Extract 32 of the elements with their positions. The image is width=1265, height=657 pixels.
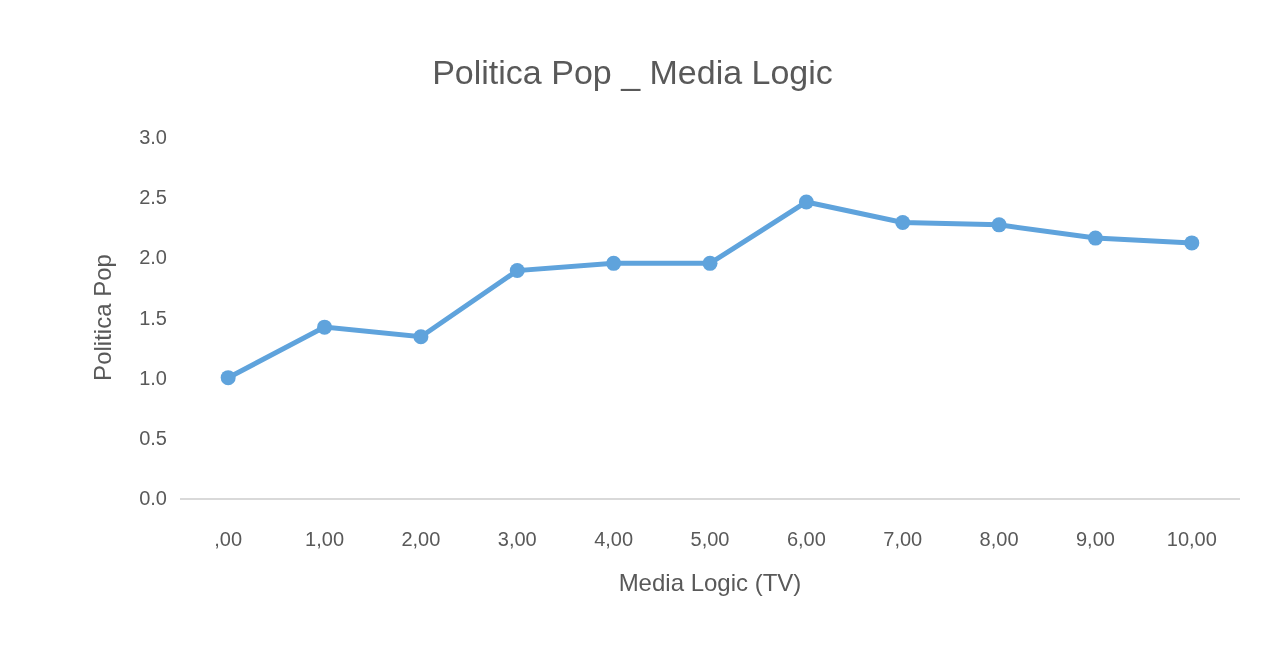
y-tick-label: 3.0: [139, 126, 167, 148]
point: [509, 263, 525, 279]
y-tick-label: 2.5: [139, 186, 167, 209]
y-tick-label: 1.5: [139, 306, 167, 329]
y-tick-label: 0.0: [139, 487, 167, 509]
y-tick-label: 1.0: [139, 366, 167, 389]
x-tick-label: 7,00: [883, 527, 923, 550]
point: [702, 255, 718, 271]
x-tick-label: 10,00: [1166, 527, 1217, 550]
y-tick-label: 2.0: [139, 246, 167, 269]
x-tick-label: 4,00: [594, 527, 634, 550]
x-tick-label: 2,00: [401, 527, 441, 550]
point: [413, 329, 429, 345]
y-axis-title: Politica Pop: [89, 254, 117, 381]
x-axis-title: Media Logic (TV): [618, 568, 802, 596]
x-tick-label: 1,00: [305, 527, 345, 550]
y-tick-label: 0.5: [139, 426, 167, 449]
point: [895, 214, 911, 230]
point: [798, 194, 814, 210]
x-tick-label: 6,00: [786, 527, 826, 550]
chart-title: Politica Pop _ Media Logic: [432, 53, 833, 92]
point: [1184, 235, 1200, 251]
point: [606, 255, 622, 271]
x-tick-label: 9,00: [1075, 527, 1115, 550]
x-tick-label: 5,00: [690, 527, 730, 550]
x-tick-label: 8,00: [979, 527, 1019, 550]
x-tick-label: 3,00: [497, 527, 537, 550]
point: [220, 370, 236, 386]
point: [317, 319, 333, 335]
x-tick-label: ,00: [214, 527, 243, 550]
point: [1087, 230, 1103, 246]
point: [991, 217, 1007, 233]
